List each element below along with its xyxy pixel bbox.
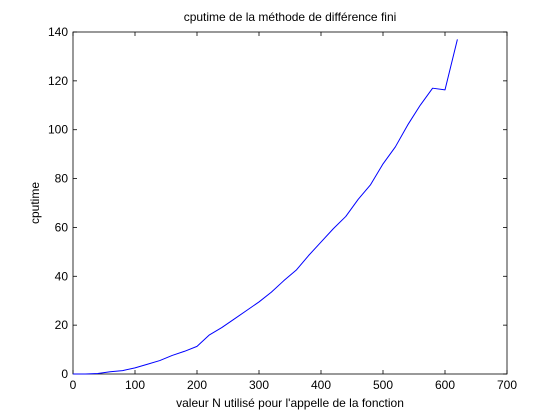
x-axis-label: valeur N utilisé pour l'appelle de la fo…	[176, 396, 404, 410]
y-tick-label: 140	[48, 25, 68, 39]
chart-title: cputime de la méthode de différence fini	[184, 10, 397, 24]
x-tick-label: 100	[125, 378, 145, 392]
y-tick-label: 0	[61, 367, 68, 381]
x-tick-label: 500	[373, 378, 393, 392]
x-tick-label: 300	[249, 378, 269, 392]
plot-area	[72, 31, 508, 375]
data-series-line	[73, 39, 458, 375]
x-tick-label: 400	[311, 378, 331, 392]
axis-tick-labels: 0 100 200 300 400 500 600 700 0 20 40 60 80 100 120 140	[48, 25, 517, 392]
y-tick-label: 100	[48, 123, 68, 137]
x-tick-label: 600	[435, 378, 455, 392]
x-tick-label: 700	[497, 378, 517, 392]
y-tick-label: 20	[55, 318, 69, 332]
x-tick-label: 200	[187, 378, 207, 392]
y-tick-label: 40	[55, 269, 69, 283]
y-tick-label: 120	[48, 74, 68, 88]
y-tick-label: 80	[55, 172, 69, 186]
y-tick-label: 60	[55, 220, 69, 234]
x-tick-label: 0	[70, 378, 77, 392]
axis-ticks	[72, 31, 508, 375]
y-axis-label: cputime	[28, 182, 42, 224]
